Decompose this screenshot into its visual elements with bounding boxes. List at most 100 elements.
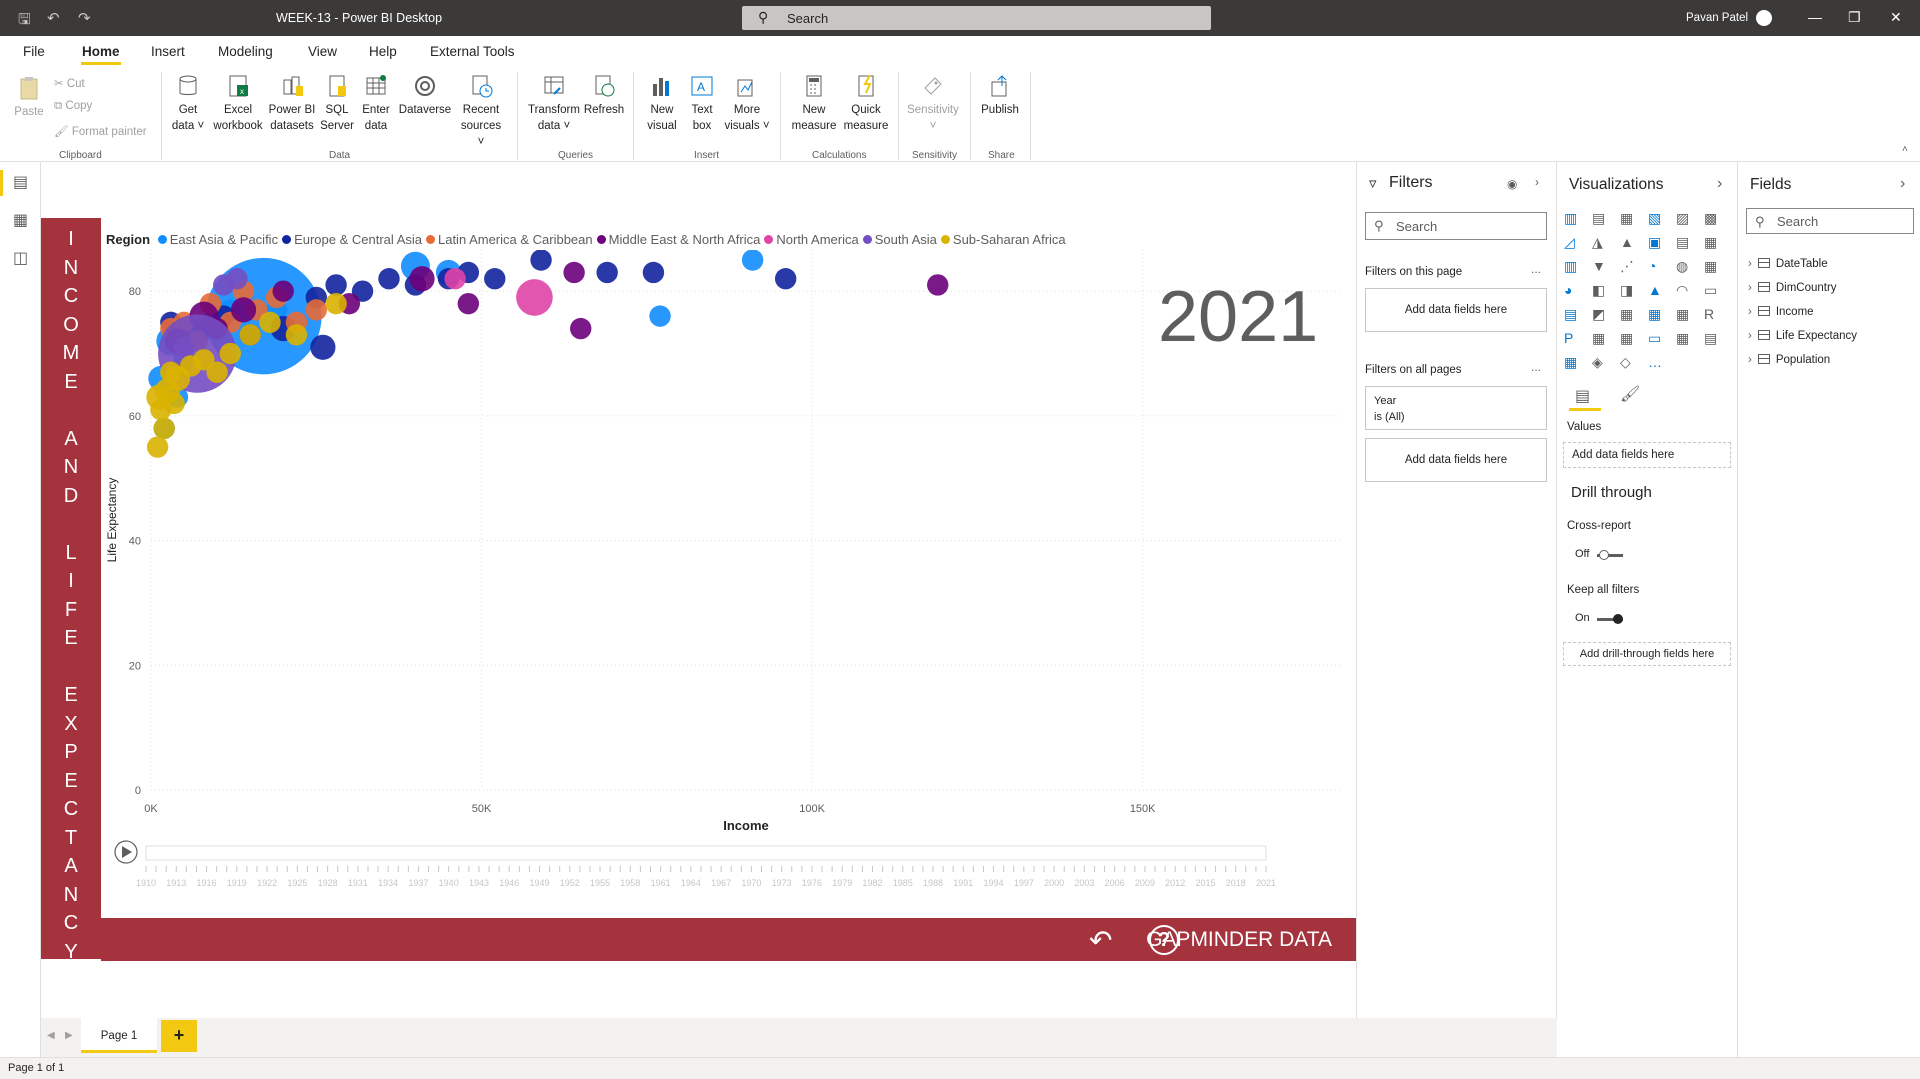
- collapse-filters-icon[interactable]: ›: [1535, 175, 1539, 189]
- scatter-point[interactable]: [230, 297, 257, 323]
- values-well[interactable]: Add data fields here: [1563, 442, 1731, 468]
- scatter-point[interactable]: [239, 324, 261, 346]
- scatter-point[interactable]: [153, 417, 175, 440]
- scatter-point[interactable]: [219, 342, 242, 365]
- visual-type-icon[interactable]: ▥: [1564, 210, 1578, 226]
- filters-search-input[interactable]: ⚲ Search: [1365, 212, 1547, 240]
- visual-type-icon[interactable]: ▦: [1592, 330, 1606, 346]
- visual-type-icon[interactable]: ⋰: [1620, 258, 1634, 274]
- scatter-point[interactable]: [378, 268, 400, 290]
- scatter-point[interactable]: [642, 261, 665, 284]
- visual-type-icon[interactable]: ▦: [1620, 330, 1634, 346]
- filters-all-pages-well[interactable]: Add data fields here: [1365, 438, 1547, 482]
- quick-measure-button[interactable]: Quick measure: [840, 72, 892, 134]
- cut-button[interactable]: ✂ Cut: [54, 76, 85, 90]
- more-visuals-button[interactable]: More visuals ˅: [722, 72, 772, 134]
- visual-type-icon[interactable]: ▦: [1620, 306, 1634, 322]
- legend-item[interactable]: Sub-Saharan Africa: [940, 232, 1066, 247]
- visual-type-icon[interactable]: ◕: [1564, 282, 1573, 298]
- scatter-point[interactable]: [325, 274, 347, 296]
- visual-type-icon[interactable]: ◇: [1620, 354, 1631, 370]
- visual-type-icon[interactable]: ▼: [1592, 258, 1606, 274]
- scatter-point[interactable]: [774, 268, 797, 290]
- eye-icon[interactable]: ◉: [1507, 177, 1518, 191]
- visual-type-icon[interactable]: ▦: [1676, 330, 1690, 346]
- menu-file[interactable]: File: [23, 44, 45, 59]
- visual-type-icon[interactable]: ◠: [1676, 282, 1689, 298]
- menu-help[interactable]: Help: [369, 44, 397, 59]
- redo-icon[interactable]: ↷: [78, 10, 91, 27]
- visual-type-icon[interactable]: ▣: [1648, 234, 1662, 250]
- menu-external-tools[interactable]: External Tools: [430, 44, 515, 59]
- scatter-point[interactable]: [444, 268, 466, 290]
- scatter-point[interactable]: [325, 292, 347, 315]
- legend-item[interactable]: South Asia: [862, 232, 937, 247]
- menu-view[interactable]: View: [308, 44, 338, 59]
- more-options-icon[interactable]: ...: [1531, 262, 1542, 276]
- text-box-button[interactable]: A Text box: [684, 72, 720, 134]
- fields-well-icon[interactable]: ▤: [1575, 388, 1591, 405]
- filters-page-well[interactable]: Add data fields here: [1365, 288, 1547, 332]
- scatter-point[interactable]: [457, 292, 480, 315]
- legend-item[interactable]: East Asia & Pacific: [157, 232, 278, 247]
- visual-type-icon[interactable]: ◩: [1592, 306, 1606, 322]
- visual-type-icon[interactable]: ▲: [1620, 234, 1634, 250]
- visual-type-icon[interactable]: ▭: [1648, 330, 1662, 346]
- more-options-icon[interactable]: ...: [1531, 360, 1542, 374]
- scatter-point[interactable]: [272, 280, 294, 302]
- visual-type-icon[interactable]: ◧: [1592, 282, 1606, 298]
- visual-type-icon[interactable]: ◮: [1592, 234, 1603, 250]
- keep-filters-toggle[interactable]: [1595, 612, 1625, 626]
- scatter-point[interactable]: [530, 250, 552, 271]
- avatar[interactable]: [1756, 10, 1772, 26]
- field-table-datetable[interactable]: › DateTable: [1748, 258, 1828, 270]
- play-axis-track[interactable]: [145, 845, 1267, 861]
- visual-type-icon[interactable]: ▦: [1648, 306, 1662, 322]
- data-view-icon[interactable]: ▦: [13, 212, 29, 229]
- report-view-icon[interactable]: ▤: [13, 174, 29, 191]
- visual-type-icon[interactable]: ◨: [1620, 282, 1634, 298]
- scatter-point[interactable]: [310, 334, 336, 360]
- visual-type-icon[interactable]: ◿: [1564, 234, 1575, 250]
- scatter-point[interactable]: [927, 274, 949, 296]
- format-painter-button[interactable]: 🖌 Format painter: [54, 124, 147, 138]
- visual-type-icon[interactable]: ▦: [1704, 234, 1718, 250]
- visual-type-icon[interactable]: ▦: [1704, 258, 1718, 274]
- sql-server-button[interactable]: SQL Server: [318, 72, 356, 134]
- legend-item[interactable]: Latin America & Caribbean: [425, 232, 593, 247]
- visual-type-icon[interactable]: ◍: [1676, 258, 1689, 274]
- user-name[interactable]: Pavan Patel: [1686, 12, 1749, 24]
- scatter-point[interactable]: [596, 261, 618, 284]
- scroll-left-icon[interactable]: ◀: [47, 1030, 55, 1041]
- copy-button[interactable]: ⧉ Copy: [54, 100, 92, 113]
- undo-icon[interactable]: ↶: [47, 10, 60, 27]
- visual-type-icon[interactable]: P: [1564, 330, 1574, 346]
- enter-data-button[interactable]: Enter data: [356, 72, 396, 134]
- field-table-population[interactable]: › Population: [1748, 354, 1830, 366]
- scroll-right-icon[interactable]: ▶: [65, 1030, 73, 1041]
- scatter-point[interactable]: [173, 336, 195, 358]
- scatter-point[interactable]: [563, 261, 585, 284]
- page-tab-1[interactable]: Page 1: [81, 1018, 157, 1053]
- scatter-point[interactable]: [226, 268, 248, 290]
- scatter-point[interactable]: [649, 305, 671, 327]
- visual-type-icon[interactable]: ▦: [1676, 306, 1690, 322]
- visual-type-icon[interactable]: ▥: [1564, 258, 1578, 274]
- get-data-button[interactable]: Get data ˅: [168, 72, 208, 134]
- refresh-button[interactable]: Refresh: [582, 72, 626, 118]
- scatter-point[interactable]: [285, 324, 308, 346]
- visual-type-icon[interactable]: ▭: [1704, 282, 1718, 298]
- new-measure-button[interactable]: New measure: [788, 72, 840, 134]
- scatter-point[interactable]: [409, 266, 435, 292]
- visual-type-icon[interactable]: ▤: [1592, 210, 1606, 226]
- visual-type-icon[interactable]: ◈: [1592, 354, 1603, 370]
- publish-button[interactable]: Publish: [976, 72, 1024, 118]
- fields-search-input[interactable]: ⚲ Search: [1746, 208, 1914, 234]
- drill-through-well[interactable]: Add drill-through fields here: [1563, 642, 1731, 666]
- scatter-point[interactable]: [305, 299, 327, 321]
- legend-item[interactable]: North America: [764, 232, 859, 247]
- visual-type-icon[interactable]: ▧: [1648, 210, 1662, 226]
- save-icon[interactable]: 🖫: [18, 11, 31, 28]
- format-paint-roller-icon[interactable]: 🖌: [1620, 386, 1641, 403]
- visual-type-icon[interactable]: ▩: [1704, 210, 1718, 226]
